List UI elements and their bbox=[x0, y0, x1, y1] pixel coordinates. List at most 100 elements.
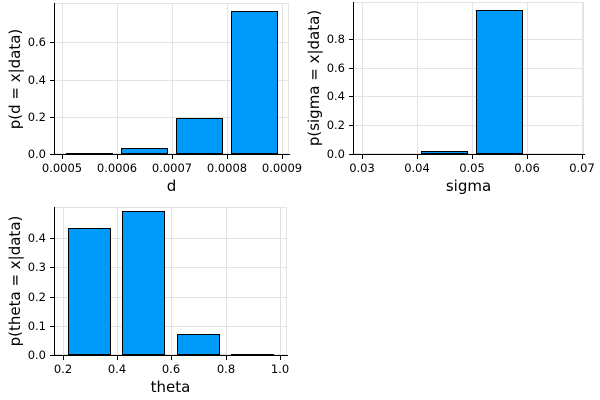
x-tick-label: 0.0005 bbox=[41, 161, 83, 175]
y-tick-label: 0.2 bbox=[27, 110, 46, 124]
y-gridline bbox=[353, 125, 584, 126]
y-tick-label: 0.2 bbox=[27, 290, 46, 304]
x-tick-mark bbox=[117, 356, 118, 360]
y-tick-label: 0.4 bbox=[27, 73, 46, 87]
y-gridline bbox=[54, 42, 289, 43]
y-axis-line bbox=[54, 3, 55, 155]
y-tick-label: 0.2 bbox=[326, 118, 345, 132]
y-gridline bbox=[54, 80, 289, 81]
y-tick-mark bbox=[50, 326, 54, 327]
x-tick-mark bbox=[417, 155, 418, 159]
x-axis-label: d bbox=[166, 177, 177, 195]
x-gridline bbox=[417, 2, 418, 154]
y-tick-mark bbox=[349, 96, 353, 97]
histogram-bar bbox=[476, 10, 523, 154]
x-tick-mark bbox=[226, 356, 227, 360]
y-gridline bbox=[54, 326, 287, 327]
y-tick-mark bbox=[50, 80, 54, 81]
y-axis-line bbox=[54, 207, 55, 356]
x-gridline bbox=[117, 3, 118, 154]
y-tick-label: 0.6 bbox=[27, 35, 46, 49]
y-tick-mark bbox=[50, 42, 54, 43]
x-tick-label: 1.0 bbox=[270, 362, 290, 376]
x-axis-line bbox=[54, 355, 288, 356]
y-tick-mark bbox=[349, 154, 353, 155]
x-tick-label: 0.8 bbox=[216, 362, 236, 376]
y-tick-label: 0.0 bbox=[27, 348, 46, 362]
y-tick-label: 0.1 bbox=[27, 319, 46, 333]
x-tick-mark bbox=[282, 155, 283, 159]
y-tick-mark bbox=[349, 125, 353, 126]
x-tick-mark bbox=[227, 155, 228, 159]
x-tick-mark bbox=[527, 155, 528, 159]
y-tick-mark bbox=[50, 154, 54, 155]
x-tick-mark bbox=[117, 155, 118, 159]
x-tick-label: 0.4 bbox=[107, 362, 127, 376]
y-tick-mark bbox=[50, 355, 54, 356]
y-gridline bbox=[54, 267, 287, 268]
x-axis-label: theta bbox=[150, 378, 191, 396]
histogram-bar bbox=[68, 228, 111, 355]
x-gridline bbox=[172, 3, 173, 154]
histogram-bar bbox=[176, 118, 223, 154]
y-tick-mark bbox=[50, 238, 54, 239]
x-tick-label: 0.05 bbox=[459, 161, 485, 175]
x-gridline bbox=[226, 207, 227, 355]
histogram-bar bbox=[177, 334, 220, 355]
y-tick-label: 0.4 bbox=[27, 231, 46, 245]
x-gridline bbox=[362, 2, 363, 154]
histogram-bar bbox=[121, 148, 168, 154]
x-tick-mark bbox=[62, 155, 63, 159]
x-gridline bbox=[117, 207, 118, 355]
y-gridline bbox=[353, 68, 584, 69]
x-gridline bbox=[63, 207, 64, 355]
y-tick-mark bbox=[50, 117, 54, 118]
x-tick-label: 0.04 bbox=[404, 161, 430, 175]
y-axis-line bbox=[353, 2, 354, 155]
x-tick-mark bbox=[582, 155, 583, 159]
y-tick-label: 0.6 bbox=[326, 61, 345, 75]
x-tick-label: 0.0009 bbox=[261, 161, 303, 175]
x-axis-line bbox=[54, 154, 290, 155]
y-gridline bbox=[54, 297, 287, 298]
x-gridline bbox=[472, 2, 473, 154]
y-gridline bbox=[54, 117, 289, 118]
x-tick-label: 0.06 bbox=[514, 161, 540, 175]
x-axis-line bbox=[353, 154, 585, 155]
y-gridline bbox=[353, 39, 584, 40]
x-gridline bbox=[280, 207, 281, 355]
y-tick-label: 0.0 bbox=[27, 147, 46, 161]
x-tick-label: 0.0006 bbox=[96, 161, 138, 175]
x-tick-label: 0.0008 bbox=[206, 161, 248, 175]
y-tick-label: 0.3 bbox=[27, 260, 46, 274]
x-gridline bbox=[227, 3, 228, 154]
x-gridline bbox=[62, 3, 63, 154]
histogram-bar bbox=[421, 151, 468, 154]
x-gridline bbox=[282, 3, 283, 154]
y-tick-mark bbox=[50, 267, 54, 268]
x-tick-mark bbox=[280, 356, 281, 360]
y-tick-mark bbox=[349, 39, 353, 40]
x-axis-label: sigma bbox=[445, 177, 492, 195]
y-axis-label: p(theta = x|data) bbox=[6, 215, 24, 347]
y-tick-mark bbox=[349, 68, 353, 69]
x-tick-label: 0.07 bbox=[569, 161, 595, 175]
x-tick-mark bbox=[472, 155, 473, 159]
x-tick-mark bbox=[171, 356, 172, 360]
x-tick-label: 0.03 bbox=[349, 161, 375, 175]
x-tick-label: 0.0007 bbox=[151, 161, 193, 175]
x-tick-mark bbox=[172, 155, 173, 159]
x-tick-mark bbox=[63, 356, 64, 360]
x-tick-label: 0.6 bbox=[161, 362, 181, 376]
y-tick-label: 0.0 bbox=[326, 147, 345, 161]
histogram-bar bbox=[122, 211, 165, 355]
y-gridline bbox=[54, 238, 287, 239]
x-gridline bbox=[582, 2, 583, 154]
y-gridline bbox=[353, 96, 584, 97]
x-gridline bbox=[171, 207, 172, 355]
y-tick-mark bbox=[50, 297, 54, 298]
